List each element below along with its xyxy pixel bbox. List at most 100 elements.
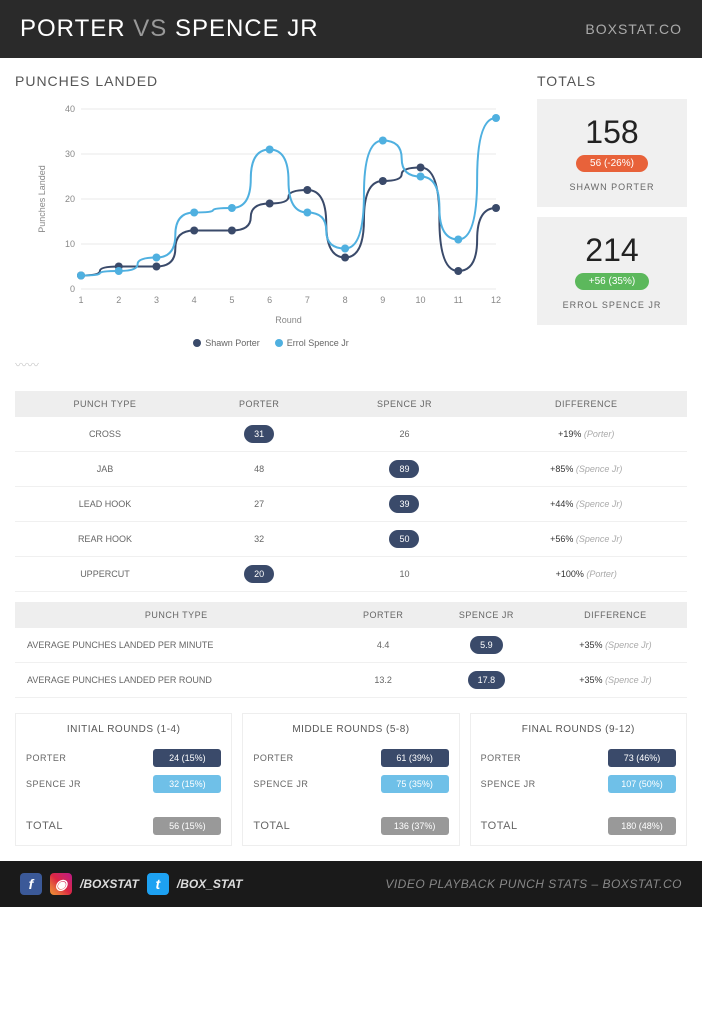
diff-val: +35% (Spence Jr)	[544, 628, 687, 663]
table-header: DIFFERENCE	[544, 602, 687, 628]
segment-fighter: PORTER	[481, 753, 521, 763]
segment-title: INITIAL ROUNDS (1-4)	[26, 724, 221, 735]
brand: BOXSTAT.CO	[585, 21, 682, 37]
fighter1-name: PORTER	[20, 15, 126, 42]
punch-type-table: PUNCH TYPEPORTERSPENCE JRDIFFERENCE CROS…	[15, 391, 687, 592]
punch-type: CROSS	[15, 417, 195, 452]
svg-text:10: 10	[65, 239, 75, 249]
diff-val: +44% (Spence Jr)	[485, 487, 687, 522]
spence-val: 39	[323, 487, 485, 522]
svg-text:12: 12	[491, 295, 501, 305]
header: PORTER VS SPENCE JR BOXSTAT.CO	[0, 0, 702, 58]
total-fighter: SHAWN PORTER	[547, 182, 677, 192]
svg-text:1: 1	[78, 295, 83, 305]
segment-total-label: TOTAL	[253, 820, 290, 832]
total-value: 214	[547, 232, 677, 269]
segment-value: 24 (15%)	[153, 749, 221, 767]
punch-type: JAB	[15, 452, 195, 487]
match-title: PORTER VS SPENCE JR	[20, 15, 319, 43]
segment-card: FINAL ROUNDS (9-12) PORTER 73 (46%) SPEN…	[470, 713, 687, 846]
punches-chart: 010203040123456789101112RoundPunches Lan…	[15, 99, 527, 348]
diff-val: +56% (Spence Jr)	[485, 522, 687, 557]
segment-total-label: TOTAL	[26, 820, 63, 832]
segment-fighter: SPENCE JR	[253, 779, 308, 789]
porter-val: 20	[195, 557, 324, 592]
table-row: AVERAGE PUNCHES LANDED PER MINUTE 4.4 5.…	[15, 628, 687, 663]
facebook-icon[interactable]: f	[20, 873, 42, 895]
total-fighter: ERROL SPENCE JR	[547, 300, 677, 310]
total-badge: +56 (35%)	[575, 273, 649, 290]
legend-item: Shawn Porter	[193, 338, 260, 348]
spence-val: 50	[323, 522, 485, 557]
table-header: SPENCE JR	[323, 391, 485, 417]
table-row: LEAD HOOK 27 39 +44% (Spence Jr)	[15, 487, 687, 522]
fighter2-name: SPENCE JR	[175, 15, 319, 42]
segment-fighter: SPENCE JR	[481, 779, 536, 789]
diff-val: +19% (Porter)	[485, 417, 687, 452]
svg-text:30: 30	[65, 149, 75, 159]
segment-row: PORTER 61 (39%)	[253, 749, 448, 767]
instagram-icon[interactable]: ◉	[50, 873, 72, 895]
total-badge: 56 (-26%)	[576, 155, 648, 172]
social-handle-2: /BOX_STAT	[177, 877, 243, 891]
table-header: DIFFERENCE	[485, 391, 687, 417]
svg-text:4: 4	[192, 295, 197, 305]
vs-text: VS	[133, 15, 167, 42]
table-row: REAR HOOK 32 50 +56% (Spence Jr)	[15, 522, 687, 557]
table-header: PORTER	[195, 391, 324, 417]
spence-val: 17.8	[429, 663, 544, 698]
segment-title: FINAL ROUNDS (9-12)	[481, 724, 676, 735]
punch-type: LEAD HOOK	[15, 487, 195, 522]
avg-type: AVERAGE PUNCHES LANDED PER ROUND	[15, 663, 338, 698]
svg-text:Round: Round	[275, 315, 302, 325]
svg-text:9: 9	[380, 295, 385, 305]
spence-val: 26	[323, 417, 485, 452]
avg-table: PUNCH TYPEPORTERSPENCE JRDIFFERENCE AVER…	[15, 602, 687, 698]
segment-fighter: PORTER	[26, 753, 66, 763]
social-links: f ◉ /BOXSTAT t /BOX_STAT	[20, 873, 242, 895]
segment-total-value: 56 (15%)	[153, 817, 221, 835]
footer-tagline: VIDEO PLAYBACK PUNCH STATS – BOXSTAT.CO	[385, 877, 682, 891]
table-row: UPPERCUT 20 10 +100% (Porter)	[15, 557, 687, 592]
segment-total: TOTAL 56 (15%)	[26, 807, 221, 835]
twitter-icon[interactable]: t	[147, 873, 169, 895]
segment-total-label: TOTAL	[481, 820, 518, 832]
footer: f ◉ /BOXSTAT t /BOX_STAT VIDEO PLAYBACK …	[0, 861, 702, 907]
segment-row: PORTER 73 (46%)	[481, 749, 676, 767]
porter-val: 13.2	[338, 663, 429, 698]
segment-value: 75 (35%)	[381, 775, 449, 793]
segment-card: INITIAL ROUNDS (1-4) PORTER 24 (15%) SPE…	[15, 713, 232, 846]
segment-row: SPENCE JR 75 (35%)	[253, 775, 448, 793]
svg-text:8: 8	[343, 295, 348, 305]
segment-row: SPENCE JR 32 (15%)	[26, 775, 221, 793]
chart-legend: Shawn PorterErrol Spence Jr	[15, 338, 527, 348]
porter-val: 4.4	[338, 628, 429, 663]
segment-total: TOTAL 180 (48%)	[481, 807, 676, 835]
spence-val: 89	[323, 452, 485, 487]
chart-title: PUNCHES LANDED	[15, 73, 527, 89]
segment-value: 61 (39%)	[381, 749, 449, 767]
table-header: PORTER	[338, 602, 429, 628]
porter-val: 27	[195, 487, 324, 522]
segment-fighter: PORTER	[253, 753, 293, 763]
spence-val: 10	[323, 557, 485, 592]
porter-val: 48	[195, 452, 324, 487]
svg-text:20: 20	[65, 194, 75, 204]
svg-text:0: 0	[70, 284, 75, 294]
table-row: JAB 48 89 +85% (Spence Jr)	[15, 452, 687, 487]
punch-type: UPPERCUT	[15, 557, 195, 592]
segment-total: TOTAL 136 (37%)	[253, 807, 448, 835]
diff-val: +100% (Porter)	[485, 557, 687, 592]
segment-row: PORTER 24 (15%)	[26, 749, 221, 767]
segment-title: MIDDLE ROUNDS (5-8)	[253, 724, 448, 735]
svg-text:2: 2	[116, 295, 121, 305]
segment-total-value: 180 (48%)	[608, 817, 676, 835]
spence-val: 5.9	[429, 628, 544, 663]
segment-value: 107 (50%)	[608, 775, 676, 793]
segment-value: 73 (46%)	[608, 749, 676, 767]
round-segments: INITIAL ROUNDS (1-4) PORTER 24 (15%) SPE…	[15, 713, 687, 846]
table-header: PUNCH TYPE	[15, 602, 338, 628]
svg-text:7: 7	[305, 295, 310, 305]
segment-value: 32 (15%)	[153, 775, 221, 793]
total-card: 158 56 (-26%) SHAWN PORTER	[537, 99, 687, 207]
